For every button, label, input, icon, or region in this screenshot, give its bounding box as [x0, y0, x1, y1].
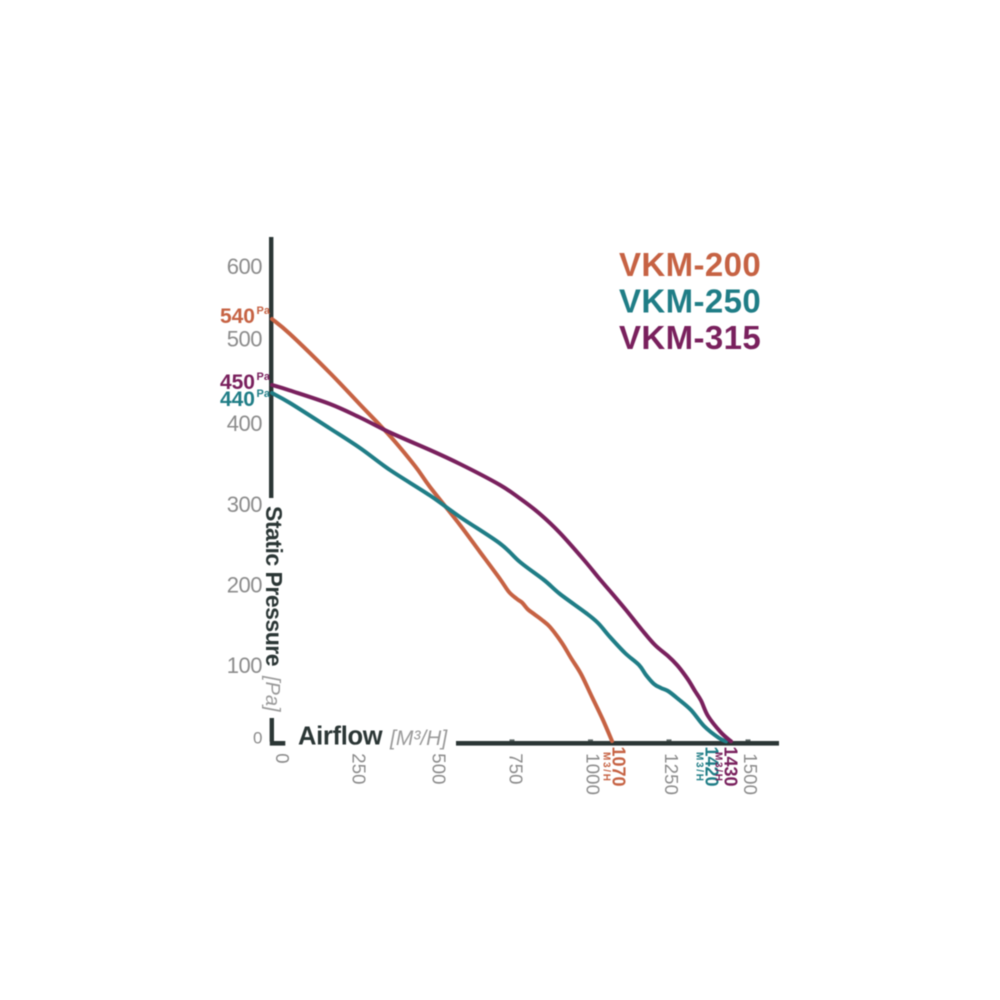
svg-text:600: 600: [227, 254, 262, 279]
svg-text:Pa: Pa: [257, 371, 271, 383]
svg-text:M3/H: M3/H: [601, 752, 612, 783]
svg-text:Airflow: Airflow: [298, 723, 383, 751]
svg-text:200: 200: [227, 573, 262, 598]
svg-text:Pa: Pa: [257, 305, 271, 317]
svg-text:1070: 1070: [609, 747, 629, 787]
svg-text:500: 500: [429, 753, 450, 784]
svg-text:M3/H: M3/H: [713, 752, 724, 783]
svg-text:VKM-200: VKM-200: [619, 246, 761, 283]
svg-text:450: 450: [220, 371, 255, 394]
svg-text:250: 250: [349, 753, 370, 784]
svg-text:400: 400: [227, 411, 262, 436]
svg-text:0: 0: [253, 729, 262, 748]
svg-text:0: 0: [272, 753, 293, 764]
svg-text:VKM-250: VKM-250: [619, 283, 761, 320]
svg-text:100: 100: [227, 653, 262, 678]
svg-text:Static Pressure: Static Pressure: [261, 506, 287, 666]
svg-text:[Pa]: [Pa]: [261, 675, 283, 712]
svg-text:750: 750: [506, 753, 527, 784]
svg-text:300: 300: [227, 492, 262, 517]
svg-text:1420: 1420: [702, 747, 722, 787]
svg-text:Pa: Pa: [257, 388, 271, 400]
svg-text:[M³/H]: [M³/H]: [389, 727, 448, 750]
svg-text:540: 540: [220, 305, 255, 328]
svg-text:M3/H: M3/H: [694, 752, 705, 783]
svg-text:440: 440: [220, 388, 255, 411]
svg-text:1250: 1250: [661, 753, 682, 795]
svg-text:1430: 1430: [721, 747, 741, 787]
svg-text:1000: 1000: [583, 753, 604, 795]
svg-text:500: 500: [227, 327, 262, 352]
svg-text:1500: 1500: [740, 753, 761, 795]
svg-text:VKM-315: VKM-315: [619, 319, 761, 356]
